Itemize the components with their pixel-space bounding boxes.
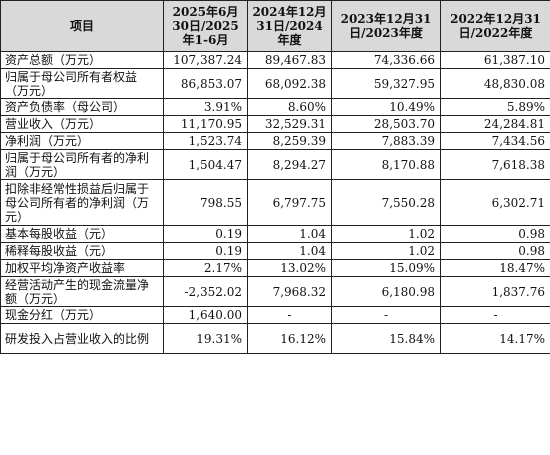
financial-data-table: 项目 2025年6月30日/2025年1-6月 2024年12月31日/2024… (0, 0, 550, 354)
cell-value: 1.04 (247, 225, 332, 243)
cell-value: 1.04 (247, 242, 332, 260)
cell-value: 13.02% (247, 259, 332, 277)
cell-value: 86,853.07 (163, 68, 248, 99)
cell-value: 8,170.88 (331, 149, 441, 180)
table-row: 归属于母公司所有者的净利润（万元） 1,504.47 8,294.27 8,17… (0, 149, 550, 180)
cell-value: 8,259.39 (247, 132, 332, 150)
cell-value: 7,618.38 (440, 149, 550, 180)
cell-value: 19.31% (163, 323, 248, 354)
row-label: 加权平均净资产收益率 (0, 259, 164, 277)
cell-value: 15.84% (331, 323, 441, 354)
cell-value: 48,830.08 (440, 68, 550, 99)
table-row: 净利润（万元） 1,523.74 8,259.39 7,883.39 7,434… (0, 132, 550, 150)
header-2023: 2023年12月31日/2023年度 (331, 0, 441, 52)
cell-value: 59,327.95 (331, 68, 441, 99)
table-row: 资产总额（万元） 107,387.24 89,467.83 74,336.66 … (0, 51, 550, 69)
cell-value: 1,837.76 (440, 276, 550, 307)
row-label: 归属于母公司所有者的净利润（万元） (0, 149, 164, 180)
cell-value: 10.49% (331, 98, 441, 116)
cell-value: 16.12% (247, 323, 332, 354)
cell-value: -2,352.02 (163, 276, 248, 307)
cell-value: 5.89% (440, 98, 550, 116)
row-label: 现金分红（万元） (0, 306, 164, 324)
table-row: 营业收入（万元） 11,170.95 32,529.31 28,503.70 2… (0, 115, 550, 133)
cell-value: 1,523.74 (163, 132, 248, 150)
cell-value: 0.19 (163, 242, 248, 260)
cell-value: 11,170.95 (163, 115, 248, 133)
cell-value: 68,092.38 (247, 68, 332, 99)
row-label: 基本每股收益（元） (0, 225, 164, 243)
cell-value: 0.19 (163, 225, 248, 243)
row-label: 研发投入占营业收入的比例 (0, 323, 164, 354)
cell-value: 6,180.98 (331, 276, 441, 307)
cell-value: 18.47% (440, 259, 550, 277)
cell-value: 8.60% (247, 98, 332, 116)
row-label: 扣除非经常性损益后归属于母公司所有者的净利润（万元） (0, 179, 164, 226)
header-row: 项目 2025年6月30日/2025年1-6月 2024年12月31日/2024… (0, 0, 550, 52)
cell-value: 0.98 (440, 225, 550, 243)
cell-value: - (331, 306, 441, 324)
cell-value: - (440, 306, 550, 324)
table-row: 基本每股收益（元） 0.19 1.04 1.02 0.98 (0, 225, 550, 243)
cell-value: 798.55 (163, 179, 248, 226)
row-label: 资产负债率（母公司） (0, 98, 164, 116)
cell-value: 7,550.28 (331, 179, 441, 226)
header-2025h1: 2025年6月30日/2025年1-6月 (163, 0, 248, 52)
cell-value: 28,503.70 (331, 115, 441, 133)
cell-value: 15.09% (331, 259, 441, 277)
cell-value: 24,284.81 (440, 115, 550, 133)
cell-value: 7,883.39 (331, 132, 441, 150)
table-row: 资产负债率（母公司） 3.91% 8.60% 10.49% 5.89% (0, 98, 550, 116)
table-row: 归属于母公司所有者权益（万元） 86,853.07 68,092.38 59,3… (0, 68, 550, 99)
row-label: 经营活动产生的现金流量净额（万元） (0, 276, 164, 307)
cell-value: 1.02 (331, 242, 441, 260)
header-2022: 2022年12月31日/2022年度 (440, 0, 550, 52)
row-label: 营业收入（万元） (0, 115, 164, 133)
table-row: 研发投入占营业收入的比例 19.31% 16.12% 15.84% 14.17% (0, 323, 550, 354)
table-row: 现金分红（万元） 1,640.00 - - - (0, 306, 550, 324)
cell-value: 61,387.10 (440, 51, 550, 69)
row-label: 稀释每股收益（元） (0, 242, 164, 260)
table-row: 稀释每股收益（元） 0.19 1.04 1.02 0.98 (0, 242, 550, 260)
cell-value: 32,529.31 (247, 115, 332, 133)
table-row: 扣除非经常性损益后归属于母公司所有者的净利润（万元） 798.55 6,797.… (0, 179, 550, 226)
cell-value: 3.91% (163, 98, 248, 116)
cell-value: 6,302.71 (440, 179, 550, 226)
cell-value: 1,504.47 (163, 149, 248, 180)
table-row: 加权平均净资产收益率 2.17% 13.02% 15.09% 18.47% (0, 259, 550, 277)
cell-value: 0.98 (440, 242, 550, 260)
cell-value: 7,434.56 (440, 132, 550, 150)
cell-value: 6,797.75 (247, 179, 332, 226)
cell-value: 74,336.66 (331, 51, 441, 69)
cell-value: 1.02 (331, 225, 441, 243)
cell-value: 14.17% (440, 323, 550, 354)
row-label: 净利润（万元） (0, 132, 164, 150)
cell-value: 2.17% (163, 259, 248, 277)
table-row: 经营活动产生的现金流量净额（万元） -2,352.02 7,968.32 6,1… (0, 276, 550, 307)
header-2024: 2024年12月31日/2024年度 (247, 0, 332, 52)
row-label: 资产总额（万元） (0, 51, 164, 69)
cell-value: - (247, 306, 332, 324)
header-item: 项目 (0, 0, 164, 52)
cell-value: 8,294.27 (247, 149, 332, 180)
cell-value: 107,387.24 (163, 51, 248, 69)
cell-value: 89,467.83 (247, 51, 332, 69)
cell-value: 7,968.32 (247, 276, 332, 307)
cell-value: 1,640.00 (163, 306, 248, 324)
row-label: 归属于母公司所有者权益（万元） (0, 68, 164, 99)
